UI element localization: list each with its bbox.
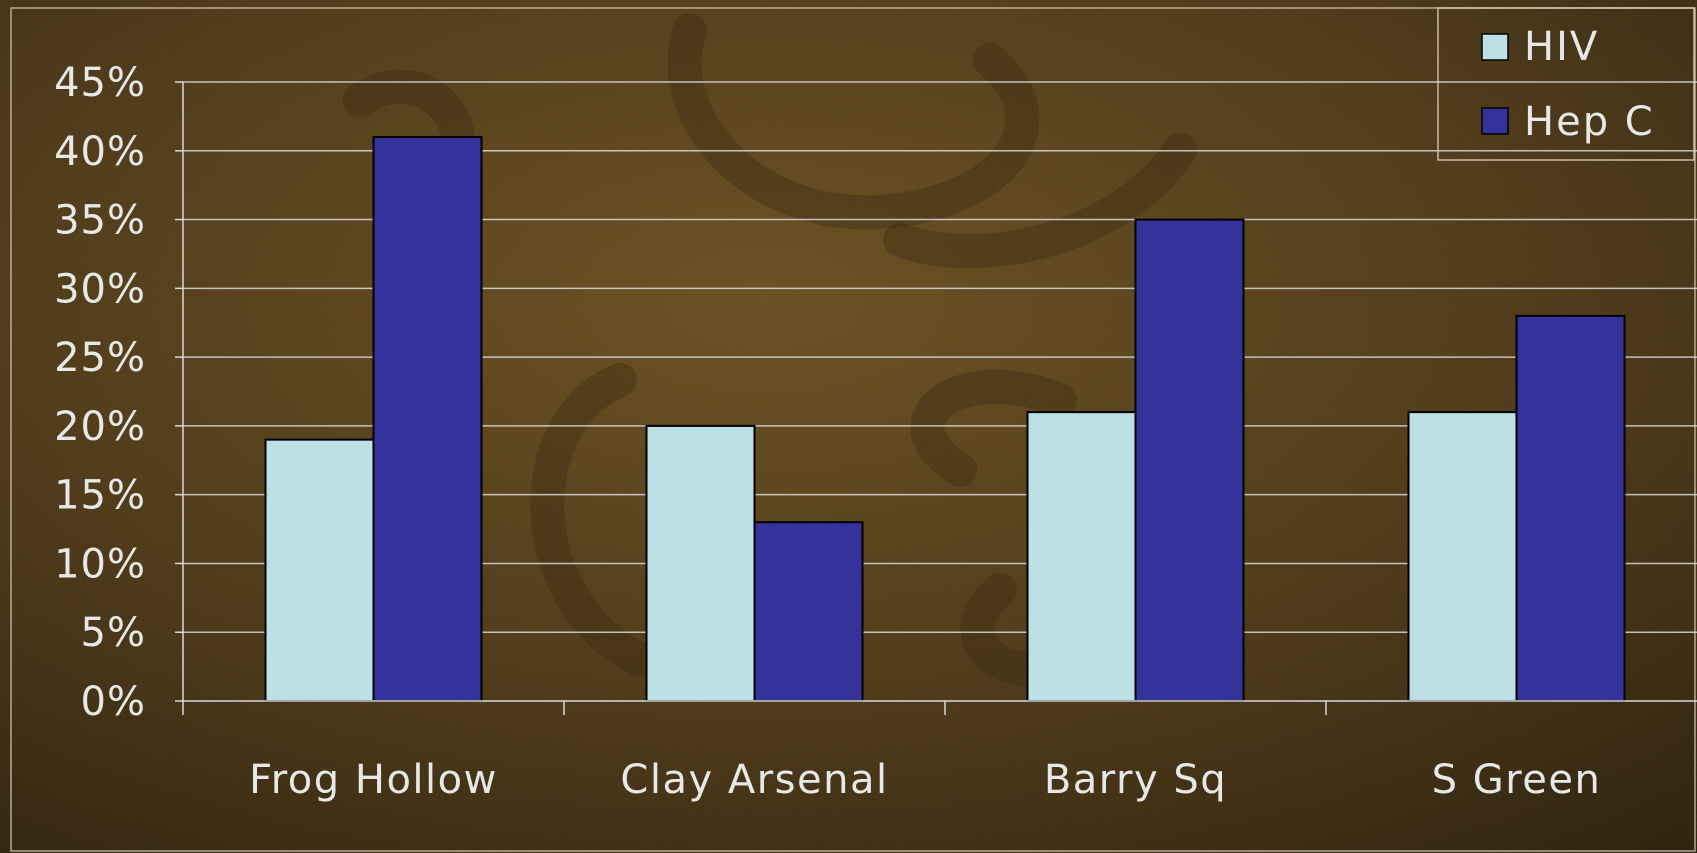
legend-label-hiv: HIV	[1524, 24, 1599, 70]
x-category-label: Frog Hollow	[249, 757, 498, 803]
bars	[264, 136, 1626, 703]
y-tick-label: 10%	[54, 541, 146, 587]
bar-hep-c	[372, 136, 483, 702]
bar-hiv	[645, 424, 756, 702]
legend-label-hep-c: Hep C	[1524, 99, 1655, 145]
y-tick-label: 30%	[54, 266, 146, 312]
y-tick-label: 25%	[54, 335, 146, 381]
y-tick-label: 15%	[54, 473, 146, 519]
y-axis-tick-labels: 0% 5% 10% 15% 20% 25% 30% 35% 40% 45%	[54, 60, 146, 725]
x-category-label: S Green	[1432, 757, 1602, 803]
x-axis-category-labels: Frog Hollow Clay Arsenal Barry Sq S Green	[249, 757, 1602, 803]
y-tick-label: 40%	[54, 129, 146, 175]
bar-hep-c	[753, 521, 864, 703]
bar-hiv	[1026, 411, 1137, 702]
bar-hiv	[1407, 411, 1518, 702]
legend-box	[1437, 7, 1695, 161]
axes	[175, 81, 1697, 715]
x-category-label: Barry Sq	[1044, 757, 1227, 803]
bar-hep-c	[1515, 314, 1626, 702]
legend: HIV Hep C	[1437, 7, 1695, 161]
chart-frame	[10, 7, 1696, 852]
y-tick-label: 0%	[81, 679, 146, 725]
y-tick-label: 45%	[54, 60, 146, 106]
bar-hep-c	[1134, 218, 1245, 703]
x-category-label: Clay Arsenal	[620, 757, 888, 803]
bar-hiv	[264, 438, 375, 702]
y-tick-label: 35%	[54, 198, 146, 244]
y-tick-label: 5%	[81, 610, 146, 656]
y-tick-label: 20%	[54, 404, 146, 450]
legend-swatch-hiv	[1481, 33, 1509, 61]
legend-swatch-hep-c	[1481, 107, 1509, 135]
